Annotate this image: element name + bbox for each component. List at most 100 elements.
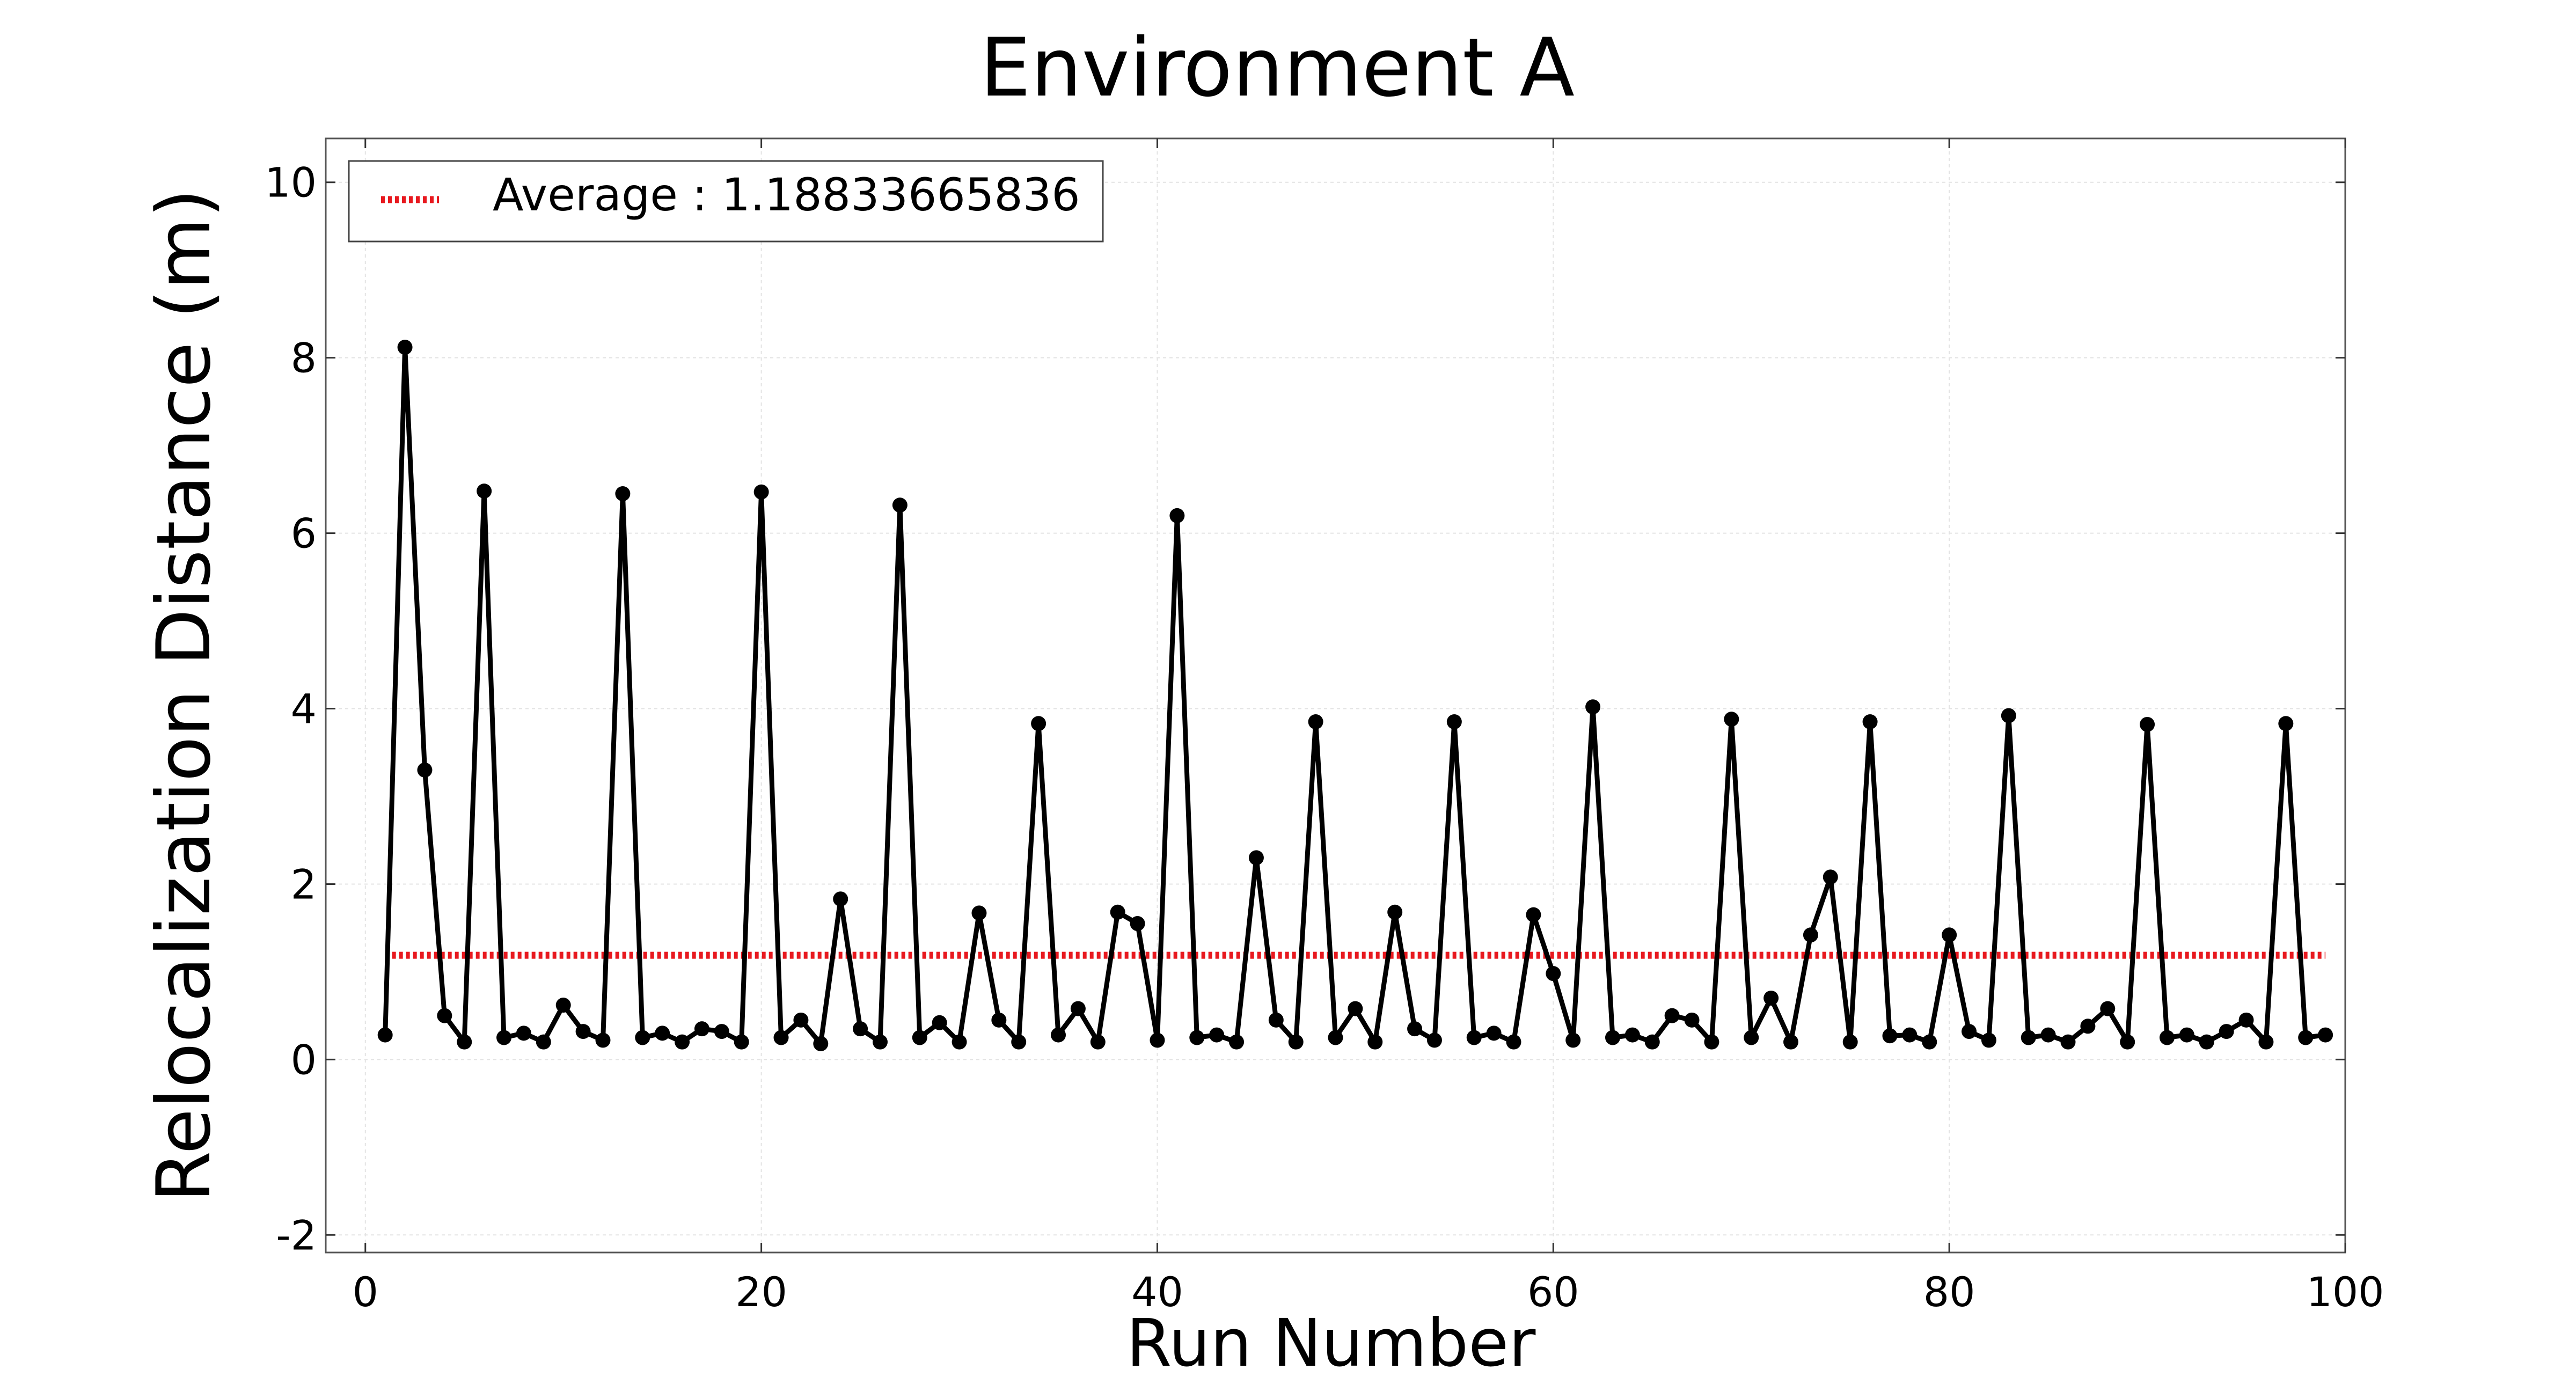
data-point (437, 1008, 452, 1023)
data-point (1011, 1034, 1027, 1050)
relocalization-series (377, 340, 2333, 1051)
data-point (2040, 1027, 2056, 1043)
data-point (655, 1026, 670, 1041)
data-point (714, 1024, 729, 1039)
data-point (1962, 1024, 1977, 1039)
data-point (2100, 1001, 2116, 1016)
data-point (753, 484, 769, 500)
data-point (1842, 1034, 1858, 1050)
data-point (971, 905, 987, 921)
x-tick-label: 80 (1923, 1268, 1975, 1316)
data-point (377, 1027, 393, 1043)
data-point (2238, 1012, 2254, 1028)
legend-average-label: Average : 1.18833665836 (493, 169, 1080, 221)
data-point (2080, 1019, 2096, 1034)
data-point (912, 1030, 927, 1045)
data-point (1051, 1027, 1066, 1043)
series-line (383, 345, 2326, 1046)
data-point (2159, 1030, 2175, 1045)
data-point (496, 1030, 512, 1045)
data-point (1605, 1030, 1620, 1045)
data-point (1565, 1032, 1581, 1048)
data-point (595, 1032, 611, 1048)
y-tick-label: 4 (291, 685, 317, 733)
data-point (1902, 1027, 1918, 1043)
data-point (1328, 1030, 1343, 1045)
data-point (397, 340, 413, 355)
data-point (575, 1024, 591, 1039)
x-tick-label: 60 (1527, 1268, 1579, 1316)
data-point (1704, 1034, 1719, 1050)
data-point (536, 1034, 551, 1050)
data-point (1783, 1034, 1799, 1050)
data-point (1130, 916, 1145, 932)
y-tick-label: 0 (291, 1036, 317, 1083)
data-point (1248, 850, 1264, 866)
data-point (635, 1030, 650, 1045)
x-tick-label: 0 (353, 1268, 378, 1316)
data-point (793, 1012, 809, 1028)
data-point (675, 1034, 690, 1050)
data-point (2199, 1034, 2214, 1050)
data-point (2001, 708, 2016, 723)
data-point (932, 1015, 947, 1030)
data-point (1922, 1034, 1937, 1050)
data-point (1862, 714, 1878, 730)
data-point (734, 1034, 749, 1050)
legend: Average : 1.18833665836 (348, 160, 1104, 243)
data-point (1169, 508, 1185, 523)
data-point (1486, 1026, 1502, 1041)
data-point (1942, 927, 1957, 943)
data-point (1744, 1030, 1759, 1045)
data-point (813, 1036, 829, 1051)
data-point (1546, 966, 1561, 982)
data-point (1526, 907, 1541, 922)
data-point (952, 1034, 967, 1050)
data-point (457, 1034, 472, 1050)
data-point (1189, 1030, 1205, 1045)
data-point (1684, 1012, 1700, 1028)
data-point (1268, 1012, 1284, 1028)
legend-box (348, 160, 1104, 243)
data-point (2120, 1034, 2135, 1050)
data-point (892, 497, 908, 513)
y-axis: -2 0 2 4 6 8 10 (265, 159, 2345, 1259)
data-point (1624, 1027, 1640, 1043)
y-tick-label: 2 (291, 860, 317, 908)
data-point (853, 1021, 868, 1037)
data-point (1446, 714, 1462, 730)
data-point (1882, 1028, 1898, 1044)
x-axis: 0 20 40 60 80 100 (353, 138, 2384, 1316)
data-point (2060, 1034, 2076, 1050)
data-point (833, 891, 848, 907)
data-point (1348, 1001, 1363, 1016)
y-axis-label: Relocalization Distance (m) (141, 188, 227, 1202)
x-tick-label: 20 (735, 1268, 787, 1316)
data-point (2021, 1030, 2036, 1045)
data-point (2219, 1024, 2234, 1039)
data-point (1664, 1008, 1680, 1023)
chart-title: Environment A (980, 21, 1575, 115)
data-point (1724, 712, 1739, 727)
data-point (1031, 716, 1046, 731)
data-point (1644, 1034, 1660, 1050)
data-point (2318, 1027, 2333, 1043)
data-point (1150, 1032, 1165, 1048)
data-point (1823, 869, 1838, 885)
data-point (773, 1030, 789, 1045)
data-point (1506, 1034, 1521, 1050)
data-point (1367, 1034, 1383, 1050)
x-tick-label: 100 (2306, 1268, 2384, 1316)
data-point (477, 484, 492, 499)
data-point (694, 1021, 709, 1037)
data-point (1209, 1027, 1225, 1043)
y-tick-label: 6 (291, 510, 317, 558)
y-tick-label: 8 (291, 334, 317, 382)
x-tick-label: 40 (1131, 1268, 1183, 1316)
data-point (1763, 990, 1779, 1006)
data-point (1229, 1034, 1245, 1050)
data-point (417, 762, 433, 778)
data-point (1426, 1032, 1442, 1048)
data-point (1308, 714, 1323, 730)
